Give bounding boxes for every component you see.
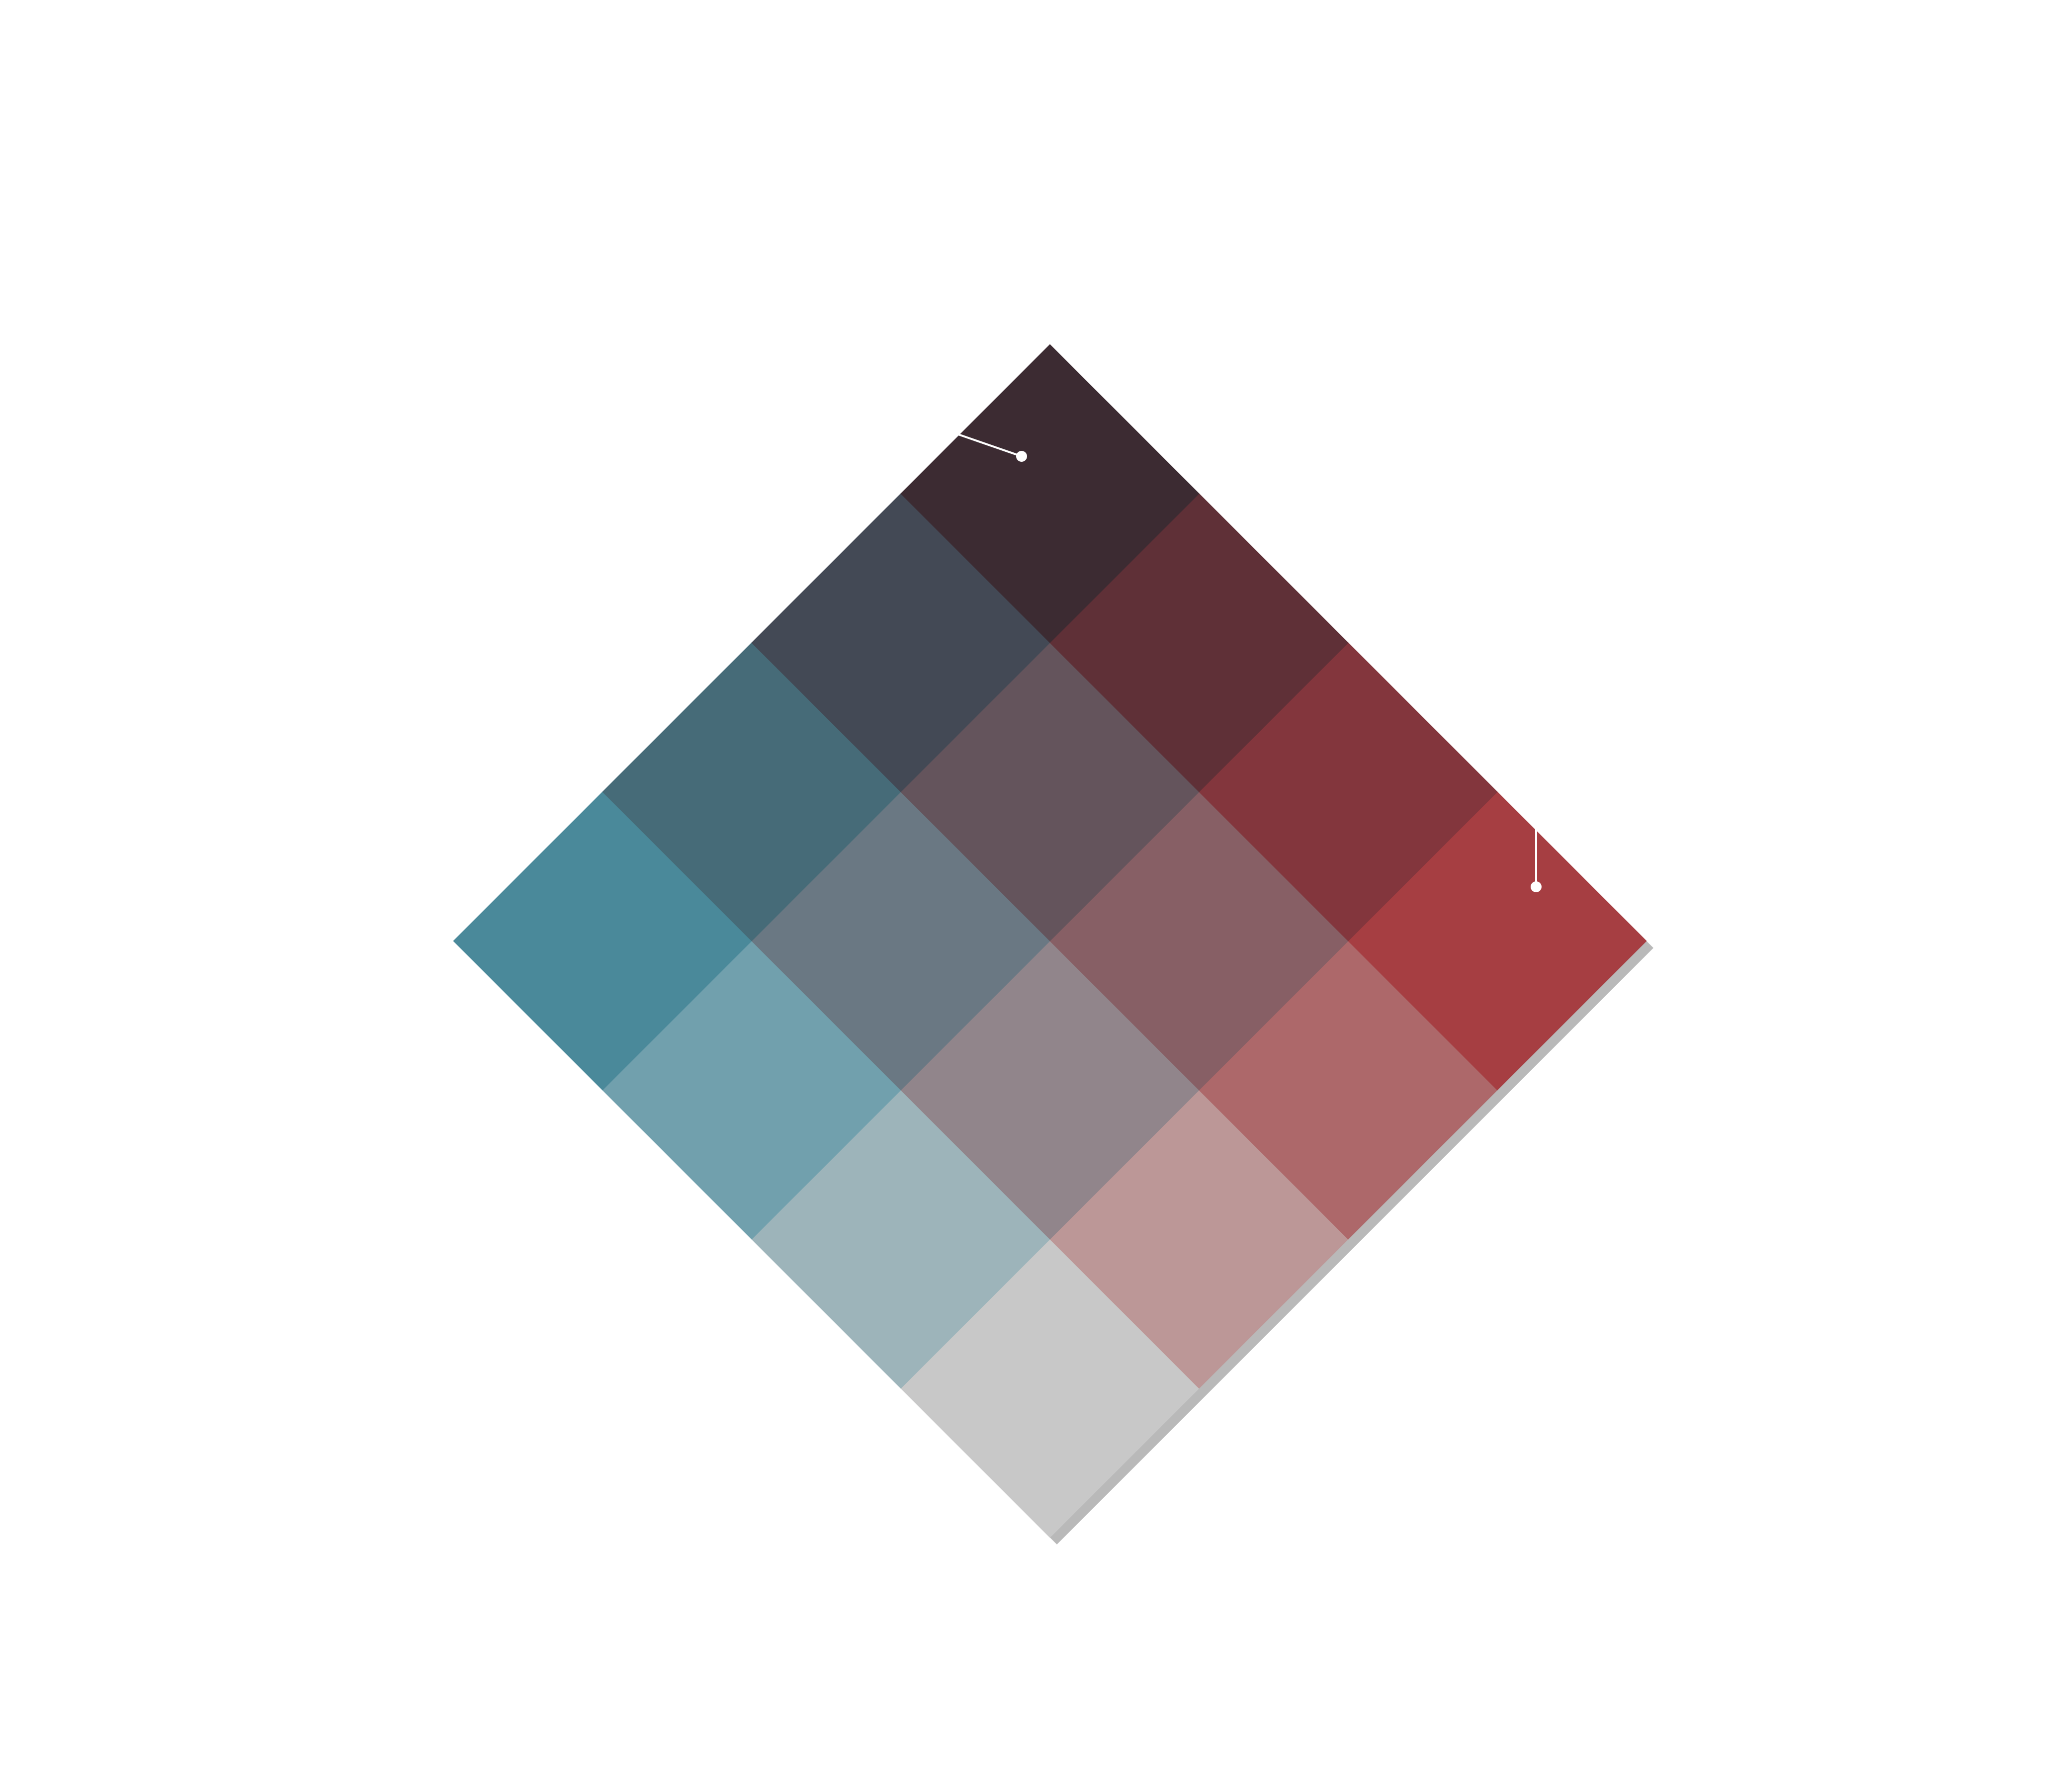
callout-dot-1 <box>1531 881 1542 892</box>
heatmap-cell-r3-c2 <box>751 493 1050 792</box>
callout-dot-0 <box>1016 451 1027 462</box>
heatmap-cell-r3-c1 <box>602 642 901 941</box>
callout-line-0 <box>947 429 1022 457</box>
heatmap-cell-r2-c3 <box>1049 493 1349 792</box>
callout-markers <box>947 429 1542 892</box>
heatmap-cell-r3-c3 <box>900 344 1200 643</box>
heatmap-cells <box>453 344 1647 1538</box>
heatmap-cell-r1-c3 <box>1199 642 1498 941</box>
